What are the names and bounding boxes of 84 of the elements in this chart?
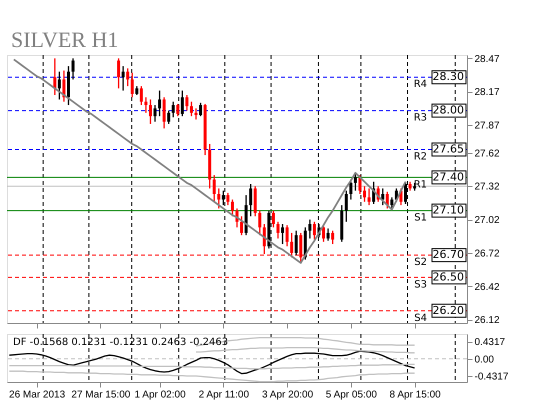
candlestick xyxy=(240,216,244,236)
candlestick xyxy=(130,72,134,98)
candlestick xyxy=(286,224,289,247)
annotation: 26.70 xyxy=(432,248,464,262)
candlestick xyxy=(322,226,326,242)
y-tick-label: 27.62 xyxy=(474,148,500,160)
ref-line-label: R2 xyxy=(414,152,427,163)
candlestick xyxy=(386,191,389,210)
candlestick xyxy=(154,104,157,122)
candlestick xyxy=(162,96,166,130)
annotation: 26.50 xyxy=(432,270,464,284)
candlestick xyxy=(308,218,312,240)
x-tick-label: 2 Apr 11:00 xyxy=(198,390,250,400)
candlestick xyxy=(281,223,284,245)
candlestick xyxy=(390,196,394,210)
candlestick xyxy=(344,190,348,222)
line-series xyxy=(12,58,406,264)
candlestick xyxy=(249,183,252,217)
annotation: 28.00 xyxy=(432,104,464,117)
candlestick xyxy=(212,174,216,202)
candlestick xyxy=(368,188,371,206)
candlestick xyxy=(217,188,220,210)
y-tick-label: 27.87 xyxy=(474,120,500,132)
candlestick xyxy=(349,178,352,200)
ref-line-label: S4 xyxy=(414,312,427,324)
candlestick xyxy=(185,94,188,112)
candlestick xyxy=(363,186,366,202)
candlestick xyxy=(126,68,130,87)
annotation: 27.40 xyxy=(432,170,464,184)
ref-line-label: S2 xyxy=(414,257,427,268)
candlestick xyxy=(290,232,294,258)
candlestick xyxy=(276,221,280,240)
candlestick xyxy=(72,58,75,80)
candlestick xyxy=(140,85,143,106)
x-tick-label: 3 Apr 20:00 xyxy=(262,390,314,400)
candlestick xyxy=(312,221,316,240)
y-tick-label: 0.4317 xyxy=(474,337,506,348)
x-tick-label: 1 Apr 02:00 xyxy=(134,390,186,400)
ref-line-label: R3 xyxy=(414,112,427,124)
x-tick-label: 5 Apr 05:00 xyxy=(326,390,378,400)
candlestick xyxy=(381,188,384,206)
annotation: 26.20 xyxy=(432,304,464,317)
ref-line-label: R4 xyxy=(414,79,427,90)
candlestick xyxy=(331,230,334,245)
x-tick-label: 8 Apr 15:00 xyxy=(390,390,442,400)
candlestick xyxy=(272,210,275,228)
y-tick-label: 28.47 xyxy=(474,54,500,65)
y-tick-label: 26.72 xyxy=(474,248,500,260)
candlestick xyxy=(294,230,298,256)
y-tick-label: 27.32 xyxy=(474,182,500,193)
y-tick-label: 26.12 xyxy=(474,315,500,326)
candlestick xyxy=(326,228,330,242)
chart-title: SILVER H1 xyxy=(11,27,118,52)
ref-line-label: S3 xyxy=(414,279,427,290)
x-tick-label: 27 Mar 15:00 xyxy=(71,390,131,400)
candlestick xyxy=(176,103,180,117)
y-tick-label: 28.17 xyxy=(474,87,500,98)
candlestick xyxy=(58,71,61,100)
line-series xyxy=(8,370,416,382)
candlestick xyxy=(226,192,230,206)
candlestick xyxy=(190,101,193,117)
candlestick xyxy=(230,198,234,217)
annotation: 27.10 xyxy=(432,204,464,217)
candlestick xyxy=(53,58,56,96)
candlestick xyxy=(158,90,162,117)
candlestick xyxy=(354,172,357,192)
candlestick xyxy=(117,58,120,90)
candlestick xyxy=(180,90,184,117)
y-tick-label: 27.02 xyxy=(474,215,500,226)
annotation: 28.30 xyxy=(432,70,464,84)
y-tick-label: 26.42 xyxy=(474,282,500,293)
y-tick-label: 0.00 xyxy=(474,354,494,366)
candlestick xyxy=(172,101,175,118)
ref-line-label: S1 xyxy=(414,212,427,224)
candlestick xyxy=(148,98,152,125)
candlestick xyxy=(122,65,125,92)
annotation: 27.65 xyxy=(432,142,464,156)
x-tick-label: 26 Mar 2013 xyxy=(9,390,66,400)
candlestick xyxy=(258,210,262,236)
y-tick-label: -0.4317 xyxy=(474,372,509,383)
candlestick xyxy=(144,96,148,114)
candlestick xyxy=(199,102,202,117)
candlestick xyxy=(167,110,170,125)
chart-title: DF -0.1568 0.1231 -0.1231 0.2463 -0.2463 xyxy=(13,337,228,348)
